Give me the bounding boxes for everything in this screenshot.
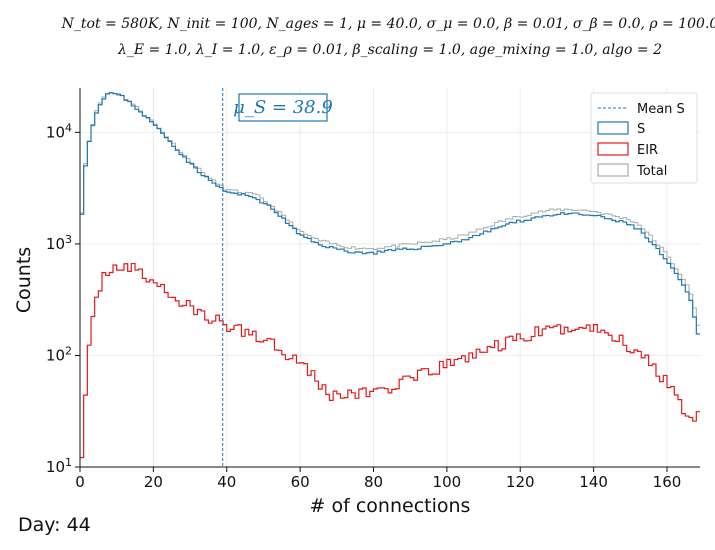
y-tick-label: 104 xyxy=(46,121,72,141)
x-tick-label: 60 xyxy=(291,473,310,491)
legend-eir-swatch xyxy=(597,142,629,156)
y-tick-label: 102 xyxy=(46,344,72,364)
legend-s-swatch xyxy=(597,121,629,135)
x-tick-label: 20 xyxy=(144,473,163,491)
series-total-line xyxy=(80,92,700,326)
x-tick-label: 140 xyxy=(579,473,608,491)
y-ticks: 101 102 103 104 xyxy=(46,121,80,476)
y-tick-label: 103 xyxy=(46,233,72,253)
x-tick-label: 0 xyxy=(75,473,85,491)
x-tick-label: 80 xyxy=(364,473,383,491)
x-tick-label: 160 xyxy=(653,473,682,491)
legend-mean-s-label: Mean S xyxy=(637,102,685,117)
legend-eir-label: EIR xyxy=(637,143,658,158)
x-tick-label: 120 xyxy=(506,473,535,491)
y-axis-label: Counts xyxy=(13,247,35,313)
legend: Mean S S EIR Total xyxy=(590,92,698,184)
mean-annotation-box xyxy=(238,93,328,122)
y-tick-label: 101 xyxy=(46,456,72,476)
axes xyxy=(79,88,700,468)
series-s-line xyxy=(80,92,700,335)
chart-title-line-1: N_tot = 580K, N_init = 100, N_ages = 1, … xyxy=(61,16,715,32)
day-label: Day: 44 xyxy=(18,514,91,536)
x-ticks: 0 20 40 60 80 100 120 140 160 xyxy=(75,467,681,491)
legend-box xyxy=(590,92,698,184)
x-tick-label: 40 xyxy=(217,473,236,491)
series-layer xyxy=(80,92,700,459)
x-axis-label: # of connections xyxy=(310,495,471,517)
series-eir-line xyxy=(80,262,700,459)
legend-s-label: S xyxy=(637,122,645,137)
mean-annotation-text: μ_S = 38.9 xyxy=(233,97,333,118)
legend-total-label: Total xyxy=(636,164,667,179)
chart-title-line-2: λ_E = 1.0, λ_I = 1.0, ε_ρ = 0.01, β_scal… xyxy=(117,42,662,58)
legend-total-swatch xyxy=(597,163,629,177)
x-tick-label: 100 xyxy=(433,473,462,491)
mean-annotation: μ_S = 38.9 xyxy=(233,93,333,122)
